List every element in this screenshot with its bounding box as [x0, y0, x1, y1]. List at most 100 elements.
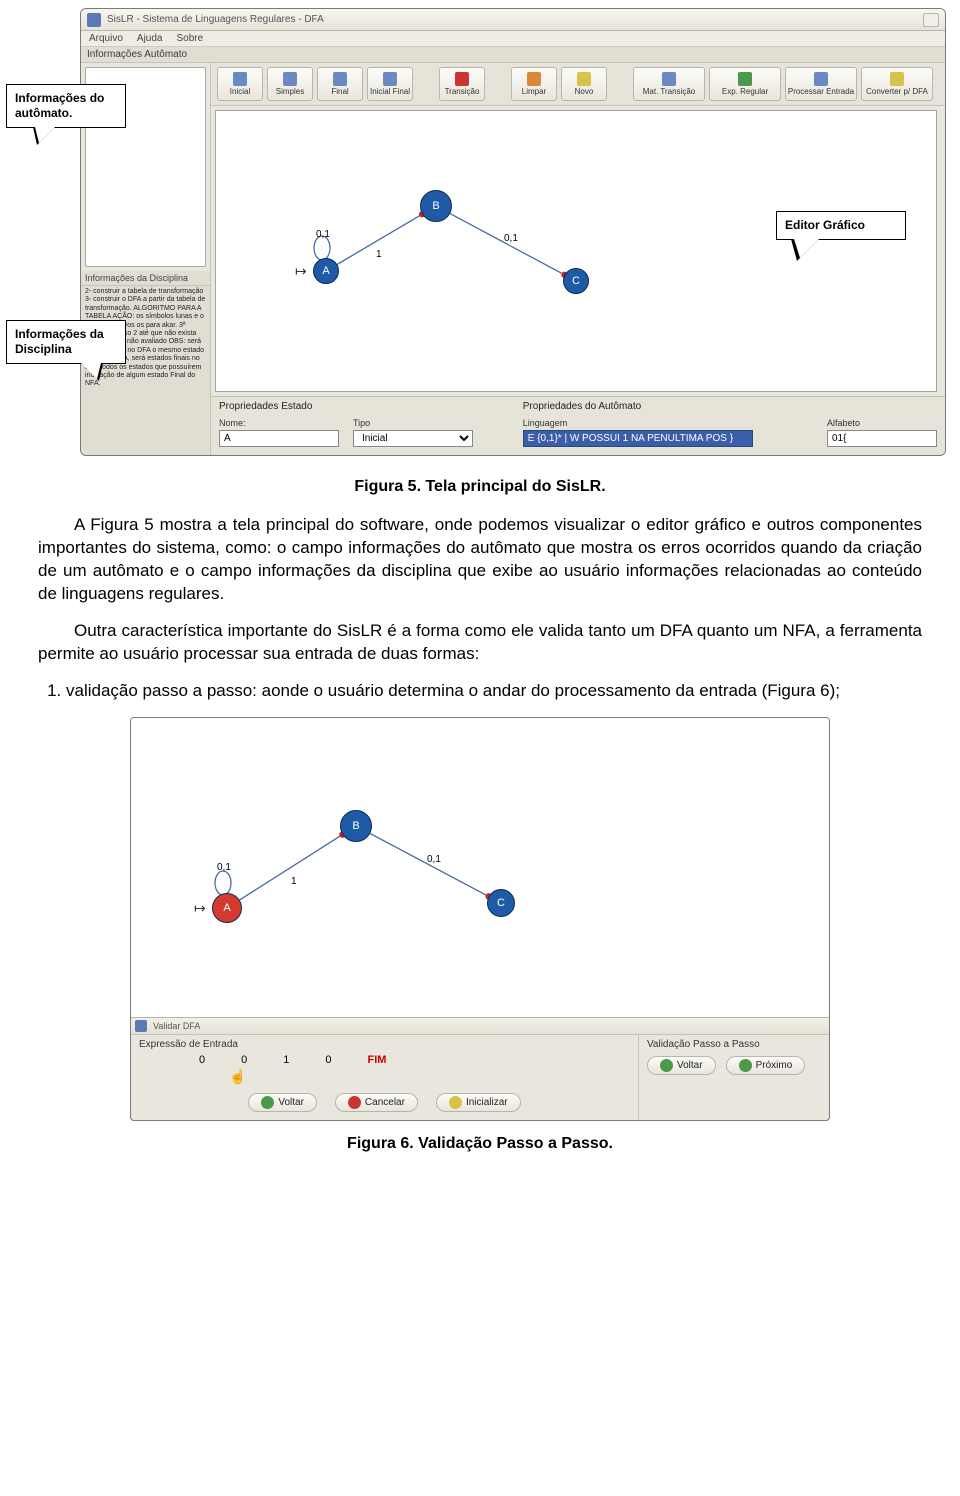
fig6-left-buttons: Voltar Cancelar Inicializar	[139, 1093, 630, 1112]
main-area: Inicial Simples Final Inicial Final Transiçã…	[211, 63, 945, 455]
fig6-titlebar: Validar DFA	[131, 1018, 829, 1035]
toolbar-processar-entrada-button[interactable]: Processar Entrada	[785, 67, 857, 101]
menubar: Arquivo Ajuda Sobre	[81, 31, 945, 47]
toolbar-label: Transição	[445, 87, 480, 96]
fig6-app-icon	[135, 1020, 147, 1032]
edges-svg	[216, 111, 936, 391]
nome-input[interactable]	[219, 430, 339, 447]
list: validação passo a passo: aonde o usuário…	[66, 680, 922, 703]
next-icon	[739, 1059, 752, 1072]
app-window: SisLR - Sistema de Linguagens Regulares …	[80, 8, 946, 456]
state-node-c[interactable]: C	[563, 268, 589, 294]
menu-arquivo[interactable]: Arquivo	[89, 33, 123, 44]
toolbar-icon	[233, 72, 247, 86]
alfabeto-label: Alfabeto	[827, 418, 937, 428]
toolbar-converter-p-dfa-button[interactable]: Converter p/ DFA	[861, 67, 933, 101]
figure5-container: Informações do autômato. Informações da …	[0, 0, 960, 464]
callout-text: Informações da Disciplina	[15, 327, 104, 356]
init-icon	[449, 1096, 462, 1109]
state-node-c[interactable]: C	[487, 889, 515, 917]
toolbar-label: Exp. Regular	[722, 87, 768, 96]
toolbar-label: Mat. Transição	[643, 87, 695, 96]
toolbar-inicial-button[interactable]: Inicial	[217, 67, 263, 101]
toolbar-label: Processar Entrada	[788, 87, 854, 96]
fig6-left-panel: Expressão de Entrada 0 0 1 0 FIM ☝ Volta…	[131, 1035, 639, 1120]
toolbar-transi-o-button[interactable]: Transição	[439, 67, 485, 101]
toolbar-icon	[814, 72, 828, 86]
toolbar-icon	[662, 72, 676, 86]
fig6-window: 0,110,1A↦BC Validar DFA Expressão de Ent…	[130, 717, 830, 1121]
fig6-bottom: Expressão de Entrada 0 0 1 0 FIM ☝ Volta…	[131, 1035, 829, 1120]
toolbar-mat-transi-o-button[interactable]: Mat. Transição	[633, 67, 705, 101]
alfabeto-input[interactable]	[827, 430, 937, 447]
prop-automato-title: Propriedades do Autômato	[523, 401, 937, 412]
fig6-canvas[interactable]: 0,110,1A↦BC	[131, 718, 829, 1018]
seq-3: 0	[325, 1054, 331, 1066]
toolbar-inicial-final-button[interactable]: Inicial Final	[367, 67, 413, 101]
prop-estado-title: Propriedades Estado	[219, 401, 523, 412]
input-sequence: 0 0 1 0 FIM	[139, 1054, 630, 1066]
propgroup-estado: Propriedades Estado Nome: Tipo Inicial	[219, 401, 523, 447]
toolbar-simples-button[interactable]: Simples	[267, 67, 313, 101]
state-node-a[interactable]: A	[212, 893, 242, 923]
toolbar-icon	[527, 72, 541, 86]
toolbar-label: Converter p/ DFA	[866, 87, 928, 96]
cancelar-button[interactable]: Cancelar	[335, 1093, 418, 1112]
app-icon	[87, 13, 101, 27]
toolbar-exp-regular-button[interactable]: Exp. Regular	[709, 67, 781, 101]
edge-label: 0,1	[217, 862, 231, 873]
toolbar-icon	[283, 72, 297, 86]
toolbar-label: Limpar	[522, 87, 546, 96]
linguagem-input[interactable]	[523, 430, 753, 447]
cancel-icon	[348, 1096, 361, 1109]
back-icon	[660, 1059, 673, 1072]
app-body: Informações da Disciplina 2- construir a…	[81, 63, 945, 455]
toolbar-final-button[interactable]: Final	[317, 67, 363, 101]
properties-panel: Propriedades Estado Nome: Tipo Inicial	[211, 396, 945, 455]
state-node-b[interactable]: B	[420, 190, 452, 222]
expr-label: Expressão de Entrada	[139, 1039, 630, 1050]
edge-label: 1	[376, 249, 382, 260]
voltar-button[interactable]: Voltar	[248, 1093, 317, 1112]
tipo-select[interactable]: Inicial	[353, 430, 473, 447]
graph-canvas[interactable]: Editor Gráfico 0,1 1 0,1 A ↦ B C	[215, 110, 937, 392]
callout-info-disciplina: Informações da Disciplina	[6, 320, 126, 364]
figure5-caption: Figura 5. Tela principal do SisLR.	[0, 478, 960, 496]
proximo-button[interactable]: Próximo	[726, 1056, 806, 1075]
back-icon	[261, 1096, 274, 1109]
inicializar-button[interactable]: Inicializar	[436, 1093, 521, 1112]
figure6-container: 0,110,1A↦BC Validar DFA Expressão de Ent…	[130, 717, 830, 1121]
toolbar-icon	[455, 72, 469, 86]
edge-label: 0,1	[504, 233, 518, 244]
state-node-b[interactable]: B	[340, 810, 372, 842]
voltar2-button[interactable]: Voltar	[647, 1056, 716, 1075]
propgroup-automato: Propriedades do Autômato Linguagem Alfab…	[523, 401, 937, 447]
callout-text: Editor Gráfico	[785, 218, 865, 232]
seq-2: 1	[283, 1054, 289, 1066]
toolbar-icon	[577, 72, 591, 86]
figure6-caption: Figura 6. Validação Passo a Passo.	[0, 1135, 960, 1153]
edge-label: 0,1	[316, 229, 330, 240]
nome-label: Nome:	[219, 418, 339, 428]
info-disciplina-header: Informações da Disciplina	[81, 271, 210, 285]
toolbar-novo-button[interactable]: Novo	[561, 67, 607, 101]
state-node-a[interactable]: A	[313, 258, 339, 284]
step-label: Validação Passo a Passo	[647, 1039, 821, 1050]
toolbar-label: Final	[331, 87, 348, 96]
callout-info-automato: Informações do autômato.	[6, 84, 126, 128]
list-item-1: validação passo a passo: aonde o usuário…	[66, 680, 922, 703]
toolbar-icon	[738, 72, 752, 86]
seq-1: 0	[241, 1054, 247, 1066]
linguagem-label: Linguagem	[523, 418, 813, 428]
titlebar: SisLR - Sistema de Linguagens Regulares …	[81, 9, 945, 31]
toolbar: Inicial Simples Final Inicial Final Transiçã…	[211, 63, 945, 106]
start-arrow-icon: ↦	[295, 263, 307, 280]
toolbar-icon	[890, 72, 904, 86]
window-title: SisLR - Sistema de Linguagens Regulares …	[107, 14, 324, 25]
toolbar-label: Simples	[276, 87, 304, 96]
toolbar-limpar-button[interactable]: Limpar	[511, 67, 557, 101]
menu-sobre[interactable]: Sobre	[176, 33, 203, 44]
menu-ajuda[interactable]: Ajuda	[137, 33, 163, 44]
minimize-button[interactable]	[923, 13, 939, 27]
fig6-edges-svg	[131, 718, 829, 1017]
